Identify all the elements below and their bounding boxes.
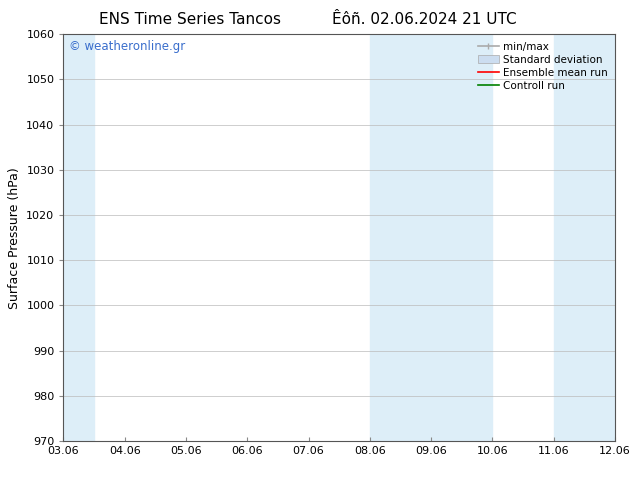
Text: ENS Time Series Tancos: ENS Time Series Tancos [99, 12, 281, 27]
Text: © weatheronline.gr: © weatheronline.gr [69, 40, 185, 53]
Bar [370, 34, 493, 441]
Text: Êôñ. 02.06.2024 21 UTC: Êôñ. 02.06.2024 21 UTC [332, 12, 517, 27]
Bar [33, 34, 94, 441]
Y-axis label: Surface Pressure (hPa): Surface Pressure (hPa) [8, 167, 21, 309]
Legend: min/max, Standard deviation, Ensemble mean run, Controll run: min/max, Standard deviation, Ensemble me… [474, 37, 612, 95]
Bar [553, 34, 634, 441]
